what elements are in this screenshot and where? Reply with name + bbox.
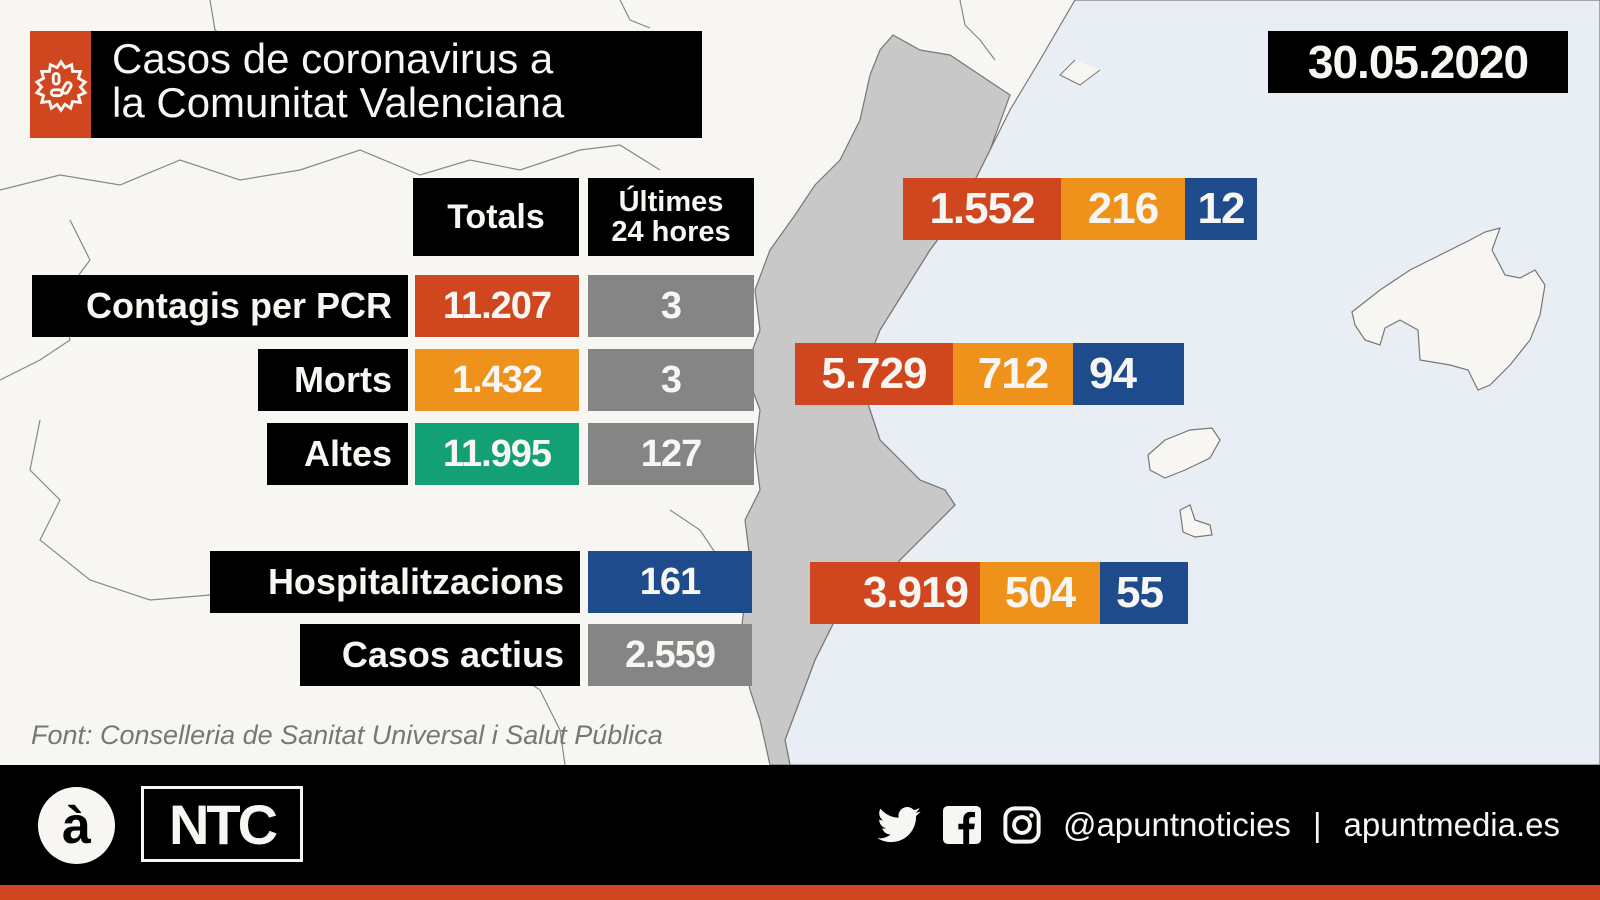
social-links: @apuntnoticies | apuntmedia.es: [877, 800, 1560, 850]
column-header-last24: Últimes 24 hores: [588, 178, 754, 256]
value-casos-actius: 2.559: [588, 624, 752, 686]
footer-accent-bar: [0, 885, 1600, 900]
source-credit: Font: Conselleria de Sanitat Universal i…: [31, 720, 663, 750]
ntc-logo[interactable]: NTC: [141, 786, 303, 862]
row-label-casos-actius: Casos actius: [300, 624, 580, 686]
total-altes: 11.995: [415, 423, 579, 485]
valencia-morts: 712: [953, 343, 1073, 405]
instagram-icon[interactable]: [1003, 806, 1041, 844]
last24-line-1: Últimes: [618, 186, 724, 218]
virus-icon-box: [30, 31, 91, 138]
row-label-morts: Morts: [258, 349, 408, 411]
valencia-contagis: 5.729: [795, 343, 953, 405]
last24-altes: 127: [588, 423, 754, 485]
title-banner: Casos de coronavirus a la Comunitat Vale…: [30, 31, 702, 138]
footer: [0, 765, 1600, 885]
total-contagis: 11.207: [415, 275, 579, 337]
virus-icon: [33, 58, 88, 113]
column-header-totals: Totals: [413, 178, 579, 256]
alacant-hospitalitzacions: 55: [1100, 562, 1188, 624]
value-hospitalitzacions: 161: [588, 551, 752, 613]
alacant-contagis: 3.919: [810, 562, 980, 624]
website-link[interactable]: apuntmedia.es: [1343, 806, 1560, 843]
date-badge: 30.05.2020: [1268, 31, 1568, 93]
title-line-1: Casos de coronavirus a: [112, 35, 554, 82]
valencia-hospitalitzacions: 94: [1073, 343, 1184, 405]
ibiza-island: [1147, 427, 1221, 479]
row-label-hospitalitzacions: Hospitalitzacions: [210, 551, 580, 613]
facebook-icon[interactable]: [942, 806, 981, 844]
total-morts: 1.432: [415, 349, 579, 411]
twitter-icon[interactable]: [877, 807, 921, 843]
apunt-logo[interactable]: à: [38, 787, 115, 864]
row-label-contagis: Contagis per PCR: [32, 275, 408, 337]
castello-contagis: 1.552: [903, 178, 1061, 240]
last24-line-2: 24 hores: [611, 216, 731, 248]
mallorca-island: [1351, 227, 1546, 391]
last24-morts: 3: [588, 349, 754, 411]
row-label-altes: Altes: [267, 423, 408, 485]
title-line-2: la Comunitat Valenciana: [112, 79, 565, 126]
separator: |: [1312, 806, 1322, 843]
castello-hospitalitzacions: 12: [1185, 178, 1257, 240]
alacant-morts: 504: [980, 562, 1100, 624]
last24-contagis: 3: [588, 275, 754, 337]
castello-morts: 216: [1061, 178, 1185, 240]
page-title: Casos de coronavirus a la Comunitat Vale…: [112, 37, 564, 125]
formentera-island: [1179, 504, 1213, 538]
twitter-handle-link[interactable]: @apuntnoticies: [1062, 806, 1291, 843]
